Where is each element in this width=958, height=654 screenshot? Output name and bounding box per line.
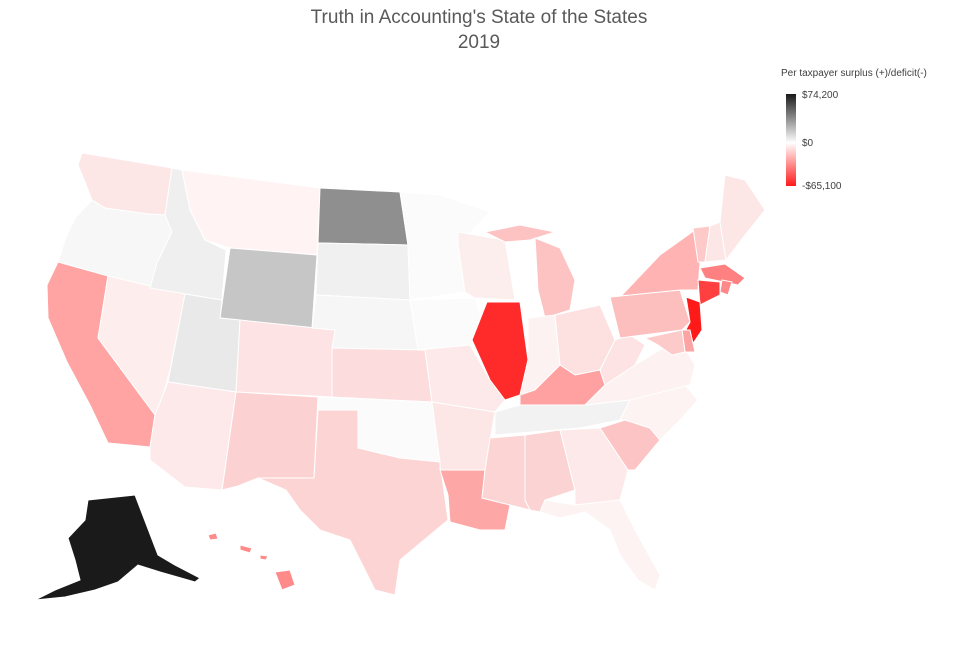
chart-subtitle: 2019 (457, 32, 501, 53)
state-MS[interactable] (481, 434, 531, 511)
chart-title: Truth in Accounting's State of the State… (310, 7, 648, 28)
state-TX[interactable] (257, 409, 449, 596)
state-WY[interactable] (219, 247, 318, 329)
state-KS[interactable] (331, 347, 433, 403)
state-MA[interactable] (699, 263, 746, 286)
state-FL[interactable] (539, 499, 661, 591)
state-HI[interactable] (207, 532, 296, 591)
state-ME[interactable] (719, 174, 766, 262)
legend-mid-label: $0 (802, 138, 814, 149)
legend-max-label: $74,200 (802, 90, 839, 101)
state-NY[interactable] (609, 229, 701, 298)
state-AR[interactable] (431, 401, 496, 471)
state-MD[interactable] (643, 329, 686, 356)
state-ND[interactable] (317, 187, 409, 246)
state-MI[interactable] (483, 224, 576, 319)
legend-title: Per taxpayer surplus (+)/deficit(-) (781, 68, 927, 79)
legend-min-label: -$65,100 (802, 181, 842, 192)
state-MO[interactable] (417, 344, 506, 413)
state-RI[interactable] (719, 279, 733, 296)
state-AK[interactable] (34, 494, 201, 601)
state-SD[interactable] (315, 242, 411, 301)
state-CT[interactable] (697, 279, 721, 306)
state-IL[interactable] (471, 301, 529, 401)
state-CO[interactable] (235, 319, 336, 398)
state-WV[interactable] (599, 334, 646, 386)
state-AZ[interactable] (149, 381, 237, 491)
state-NM[interactable] (221, 391, 319, 491)
legend-color-scale (786, 94, 796, 186)
state-VA[interactable] (583, 339, 696, 406)
